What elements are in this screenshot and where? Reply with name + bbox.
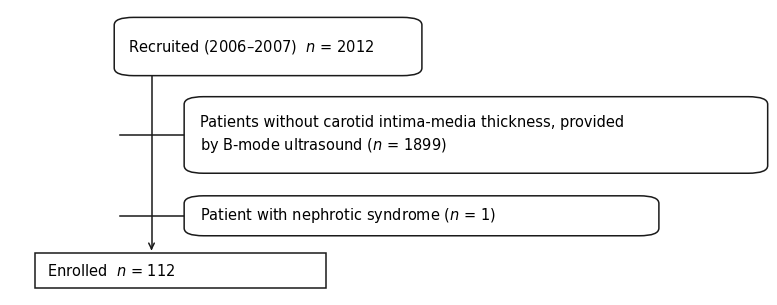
Text: Recruited (2006–2007)  $n$ = 2012: Recruited (2006–2007) $n$ = 2012: [128, 38, 375, 56]
FancyBboxPatch shape: [184, 196, 659, 236]
Text: Patients without carotid intima-media thickness, provided
by B-mode ultrasound (: Patients without carotid intima-media th…: [200, 115, 625, 155]
FancyBboxPatch shape: [184, 97, 768, 173]
Text: Enrolled  $n$ = 112: Enrolled $n$ = 112: [47, 263, 175, 279]
Text: Patient with nephrotic syndrome ($n$ = 1): Patient with nephrotic syndrome ($n$ = 1…: [200, 206, 497, 225]
FancyBboxPatch shape: [35, 253, 326, 288]
FancyBboxPatch shape: [114, 17, 422, 76]
